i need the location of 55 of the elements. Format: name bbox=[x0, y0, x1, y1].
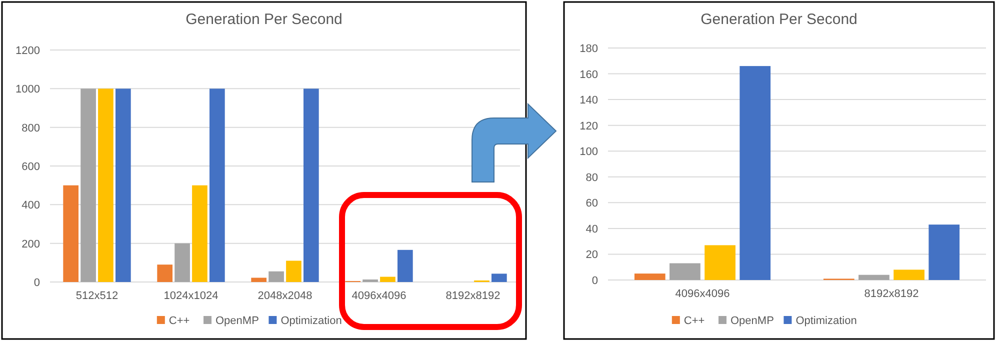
bar bbox=[174, 243, 190, 282]
y-tick-label: 180 bbox=[580, 43, 598, 55]
bar bbox=[858, 274, 890, 280]
x-tick-label: 1024x1024 bbox=[164, 290, 218, 302]
y-tick-label: 800 bbox=[22, 122, 40, 134]
bar bbox=[380, 276, 396, 282]
legend-label: OpenMP bbox=[730, 315, 774, 327]
legend-label: OpenMP bbox=[216, 315, 259, 327]
legend-label: C++ bbox=[168, 315, 190, 327]
x-tick-label: 2048x2048 bbox=[258, 290, 312, 302]
bar bbox=[397, 250, 413, 282]
y-tick-label: 200 bbox=[22, 238, 40, 250]
x-tick-label: 512x512 bbox=[76, 290, 118, 302]
y-tick-label: 0 bbox=[592, 275, 598, 287]
y-tick-label: 100 bbox=[580, 146, 598, 158]
bar bbox=[704, 245, 736, 280]
bar bbox=[268, 271, 284, 282]
bar bbox=[362, 279, 378, 282]
y-tick-label: 20 bbox=[586, 249, 598, 262]
bar bbox=[491, 274, 507, 282]
legend-label: Optimization bbox=[796, 315, 857, 327]
x-tick-label: 4096x4096 bbox=[352, 290, 406, 302]
y-tick-label: 160 bbox=[580, 68, 598, 81]
y-tick-label: 140 bbox=[580, 94, 598, 107]
y-tick-label: 0 bbox=[34, 277, 40, 289]
bar bbox=[80, 88, 96, 282]
x-tick-label: 4096x4096 bbox=[675, 288, 730, 300]
bar bbox=[115, 88, 131, 282]
y-tick-label: 600 bbox=[22, 161, 40, 173]
legend-label: Optimization bbox=[280, 315, 342, 327]
bar bbox=[634, 274, 666, 280]
bar bbox=[98, 88, 114, 282]
bar bbox=[251, 278, 267, 282]
y-tick-label: 1000 bbox=[16, 84, 40, 96]
bar bbox=[192, 185, 208, 282]
bar bbox=[157, 264, 173, 282]
chart-title: Generation Per Second bbox=[186, 11, 342, 28]
y-tick-label: 1200 bbox=[16, 45, 40, 57]
y-tick-label: 400 bbox=[22, 200, 40, 212]
bar bbox=[894, 270, 924, 280]
y-tick-label: 60 bbox=[586, 198, 598, 210]
y-tick-label: 120 bbox=[580, 120, 598, 132]
bar bbox=[928, 224, 960, 280]
bar bbox=[209, 88, 225, 282]
legend-label: C++ bbox=[684, 315, 705, 327]
x-tick-label: 8192x8192 bbox=[864, 288, 919, 300]
chart-title: Generation Per Second bbox=[700, 11, 858, 28]
bar bbox=[286, 260, 302, 282]
x-tick-label: 8192x8192 bbox=[446, 290, 500, 302]
y-tick-label: 40 bbox=[586, 223, 598, 236]
y-tick-label: 80 bbox=[586, 172, 598, 184]
bar bbox=[303, 88, 319, 282]
bar bbox=[740, 66, 771, 280]
bar bbox=[63, 185, 79, 282]
bar bbox=[670, 263, 700, 280]
